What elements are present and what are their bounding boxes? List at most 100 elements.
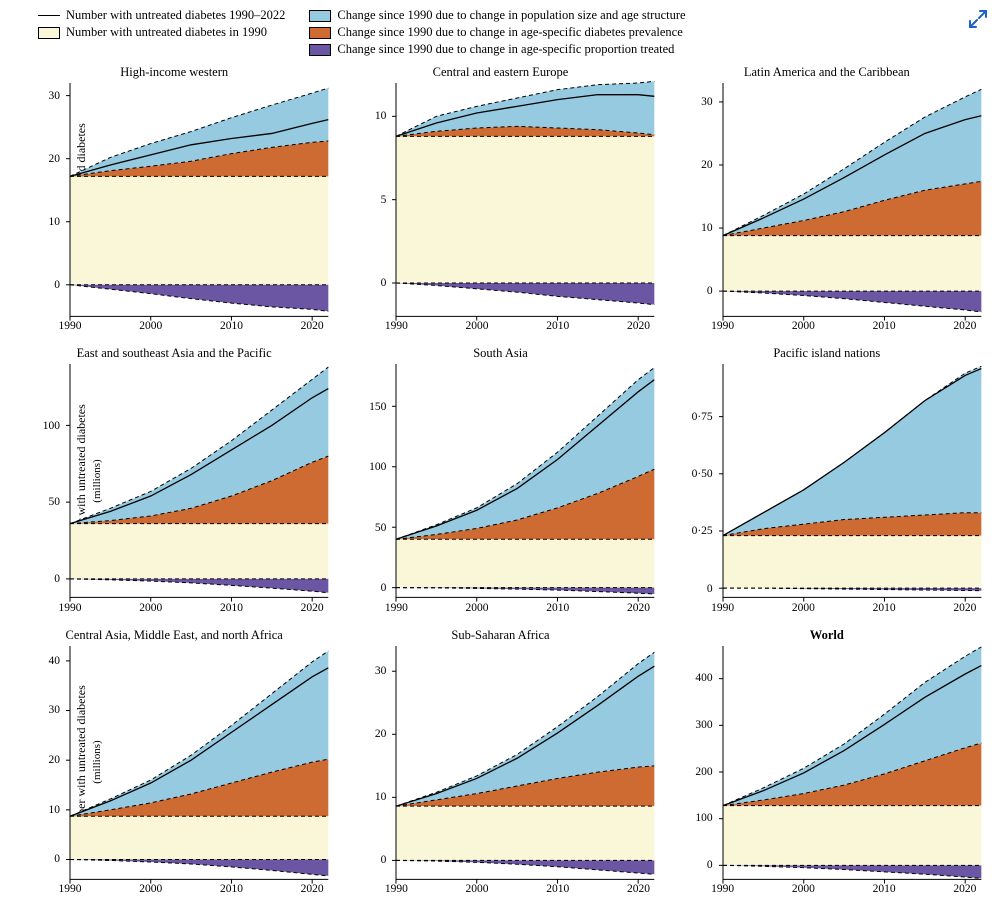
y-tick-label: 100 xyxy=(43,420,60,432)
x-tick-label: 2010 xyxy=(220,883,243,895)
y-tick-label: 300 xyxy=(695,719,712,731)
panel-title: South Asia xyxy=(342,346,658,361)
y-tick-label: 50 xyxy=(49,496,61,508)
y-tick-label: 10 xyxy=(375,110,387,122)
y-tick-label: 10 xyxy=(49,804,61,816)
y-tick-label: 50 xyxy=(375,522,387,534)
legend-label: Number with untreated diabetes in 1990 xyxy=(66,25,267,40)
legend-item-baseline: Number with untreated diabetes in 1990 xyxy=(38,25,285,40)
figure-container: Number with untreated diabetes 1990–2022… xyxy=(0,0,1001,917)
y-tick-label: 0 xyxy=(707,583,713,595)
x-tick-label: 2010 xyxy=(546,320,569,332)
legend-label: Number with untreated diabetes 1990–2022 xyxy=(66,8,285,23)
y-tick-label: 30 xyxy=(375,665,387,677)
y-tick-label: 150 xyxy=(369,401,386,413)
y-tick-label: 10 xyxy=(701,222,713,234)
x-tick-label: 2020 xyxy=(627,320,650,332)
x-tick-label: 1990 xyxy=(59,602,82,614)
x-tick-label: 1990 xyxy=(711,883,734,895)
x-tick-label: 2020 xyxy=(953,883,976,895)
y-tick-label: 30 xyxy=(49,90,61,102)
chart-panel: Central and eastern Europe05101990200020… xyxy=(342,61,658,338)
chart-panel: East and southeast Asia and the PacificN… xyxy=(16,342,332,619)
x-tick-label: 2020 xyxy=(301,883,324,895)
chart-panel: Sub-Saharan Africa 0 10 20 30 199020002010202… xyxy=(342,624,658,901)
expand-icon[interactable] xyxy=(969,10,987,28)
legend-label: Change since 1990 due to change in age-s… xyxy=(337,42,674,57)
x-ticks: 1990200020102020 xyxy=(70,320,328,336)
x-tick-label: 2010 xyxy=(220,320,243,332)
chart-panel: Pacific island nations00·250·500·7519902… xyxy=(669,342,985,619)
y-tick-label: 100 xyxy=(695,812,712,824)
swatch-pop xyxy=(309,10,331,22)
x-tick-label: 2010 xyxy=(873,883,896,895)
x-tick-label: 2010 xyxy=(546,883,569,895)
legend-label: Change since 1990 due to change in popul… xyxy=(337,8,685,23)
x-tick-label: 2010 xyxy=(873,602,896,614)
y-tick-label: 10 xyxy=(49,216,61,228)
x-tick-label: 1990 xyxy=(59,883,82,895)
y-tick-label: 200 xyxy=(695,766,712,778)
y-tick-label: 20 xyxy=(375,728,387,740)
y-tick-label: 400 xyxy=(695,672,712,684)
panel-title: Central and eastern Europe xyxy=(342,65,658,80)
plot-area xyxy=(396,83,654,316)
x-ticks: 1990200020102020 xyxy=(396,602,654,618)
y-tick-label: 0 xyxy=(381,854,387,866)
x-tick-label: 2010 xyxy=(546,602,569,614)
legend-item-prev: Change since 1990 due to change in age-s… xyxy=(309,25,685,40)
x-tick-label: 2020 xyxy=(953,602,976,614)
x-tick-label: 2000 xyxy=(466,320,489,332)
panel-title: East and southeast Asia and the Pacific xyxy=(16,346,332,361)
x-tick-label: 2010 xyxy=(873,320,896,332)
line-swatch xyxy=(38,15,60,16)
x-ticks: 1990200020102020 xyxy=(723,320,981,336)
panel-title: Latin America and the Caribbean xyxy=(669,65,985,80)
x-tick-label: 2020 xyxy=(301,320,324,332)
x-tick-label: 2000 xyxy=(139,320,162,332)
swatch-treat xyxy=(309,44,331,56)
y-ticks: 0102030 xyxy=(669,83,719,316)
plot-area xyxy=(723,83,981,316)
y-tick-label: 40 xyxy=(49,655,61,667)
y-ticks: 010203040 xyxy=(16,646,66,879)
chart-panel: South Asia0501001501990200020102020 xyxy=(342,342,658,619)
chart-panel: Latin America and the Caribbean010203019… xyxy=(669,61,985,338)
x-tick-label: 2010 xyxy=(220,602,243,614)
y-tick-label: 0 xyxy=(381,582,387,594)
plot-area xyxy=(70,364,328,597)
y-ticks: 0 10 20 30 xyxy=(342,646,392,879)
x-ticks: 1990200020102020 xyxy=(396,883,654,899)
plot-area xyxy=(70,83,328,316)
x-ticks: 1990200020102020 xyxy=(396,320,654,336)
x-tick-label: 2020 xyxy=(953,320,976,332)
x-tick-label: 1990 xyxy=(385,320,408,332)
y-tick-label: 0 xyxy=(707,285,713,297)
x-tick-label: 2020 xyxy=(301,602,324,614)
y-tick-label: 0 xyxy=(54,573,60,585)
y-tick-label: 0·25 xyxy=(692,525,713,537)
legend-item-treat: Change since 1990 due to change in age-s… xyxy=(309,42,685,57)
x-ticks: 1990200020102020 xyxy=(70,883,328,899)
x-tick-label: 2000 xyxy=(792,883,815,895)
y-tick-label: 20 xyxy=(701,159,713,171)
swatch-baseline xyxy=(38,27,60,39)
x-tick-label: 1990 xyxy=(711,602,734,614)
chart-panel: Central Asia, Middle East, and north Afr… xyxy=(16,624,332,901)
plot-area xyxy=(723,646,981,879)
x-tick-label: 1990 xyxy=(385,883,408,895)
y-tick-label: 30 xyxy=(49,704,61,716)
y-tick-label: 0 xyxy=(54,853,60,865)
y-tick-label: 100 xyxy=(369,461,386,473)
y-tick-label: 10 xyxy=(375,791,387,803)
y-ticks: 0100200300400 xyxy=(669,646,719,879)
x-tick-label: 2000 xyxy=(466,602,489,614)
panel-title: High-income western xyxy=(16,65,332,80)
chart-panel: World01002003004001990200020102020 xyxy=(669,624,985,901)
y-tick-label: 0·50 xyxy=(692,468,713,480)
panel-title: World xyxy=(669,628,985,643)
x-tick-label: 2000 xyxy=(139,602,162,614)
plot-area xyxy=(396,364,654,597)
panel-title: Central Asia, Middle East, and north Afr… xyxy=(16,628,332,643)
panel-title: Sub-Saharan Africa xyxy=(342,628,658,643)
